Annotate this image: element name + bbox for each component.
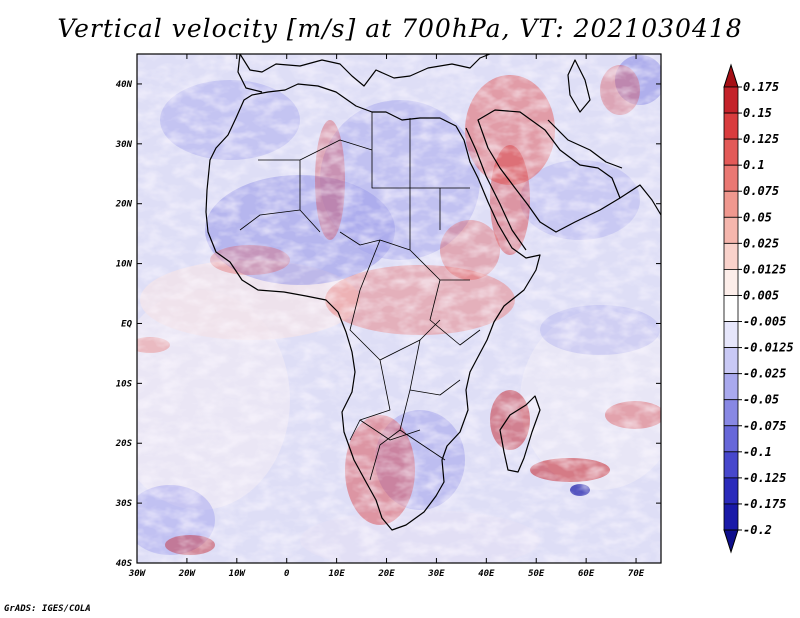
colorbar-swatch — [723, 138, 739, 166]
colorbar-label: 0.05 — [743, 210, 772, 224]
lat-label: EQ — [121, 319, 132, 329]
madagascar-coastline — [499, 395, 541, 473]
colorbar-swatch — [723, 373, 739, 401]
colorbar-label: 0.075 — [743, 184, 779, 198]
lon-label: 10W — [229, 569, 247, 579]
asia-coastline — [619, 184, 661, 216]
colorbar-swatch — [723, 503, 739, 531]
map-title: Vertical velocity [m/s] at 700hPa, VT: 2… — [57, 14, 743, 43]
colorbar-swatch — [723, 164, 739, 192]
caspian-coast — [567, 59, 591, 113]
colorbar-label: 0.0125 — [743, 262, 786, 276]
lon-label: 30E — [427, 569, 445, 579]
lon-label: 0 — [284, 569, 290, 579]
colorbar-label: 0.15 — [743, 106, 772, 120]
longitude-labels: 30W 20W 10W 0 10E 20E 30E 40E 50E 60E 70E — [128, 569, 645, 579]
coastlines — [205, 54, 661, 531]
country-borders — [239, 112, 481, 481]
lat-label: 20S — [115, 439, 133, 449]
europe-coastline — [239, 54, 491, 87]
colorbar-label: -0.075 — [743, 419, 786, 433]
colorbar-label: 0.005 — [743, 288, 779, 302]
colorbar-swatch — [723, 190, 739, 218]
latitude-labels: 40N 30N 20N 10N EQ 10S 20S 30S 40S — [115, 80, 133, 569]
lat-label: 10N — [116, 260, 133, 270]
colorbar-arrow-bottom — [723, 529, 739, 554]
colorbar-swatch — [723, 425, 739, 453]
colorbar-swatch — [723, 477, 739, 505]
colorbar-swatch — [723, 112, 739, 140]
grads-credit: GrADS: IGES/COLA — [4, 604, 91, 614]
lat-label: 20N — [115, 200, 133, 210]
colorbar-label: -0.125 — [743, 471, 786, 485]
colorbar-label: 0.125 — [743, 132, 779, 146]
colorbar: 0.175 0.15 0.125 0.1 0.075 0.05 0.025 0.0125 0.0… — [723, 63, 794, 554]
colorbar-label: -0.025 — [743, 367, 786, 381]
africa-coastline — [205, 83, 541, 531]
lon-label: 70E — [628, 569, 645, 579]
colorbar-swatch — [723, 347, 739, 375]
lat-label: 10S — [116, 379, 133, 389]
colorbar-label: 0.1 — [743, 158, 765, 172]
colorbar-label: -0.0125 — [743, 341, 794, 355]
colorbar-label: 0.025 — [743, 236, 779, 250]
colorbar-swatch — [723, 86, 739, 114]
axis-ticks — [136, 54, 661, 564]
colorbar-swatch — [723, 295, 739, 322]
red-sea-coast — [465, 127, 527, 251]
colorbar-label: -0.1 — [743, 445, 772, 459]
lon-label: 20E — [377, 569, 395, 579]
colorbar-swatch — [723, 269, 739, 296]
lon-label: 40E — [478, 569, 495, 579]
lat-label: 30S — [115, 499, 133, 509]
lat-label: 30N — [115, 140, 133, 150]
colorbar-label: -0.005 — [743, 315, 786, 329]
lat-label: 40N — [116, 80, 133, 90]
colorbar-swatch — [723, 399, 739, 427]
colorbar-swatch — [723, 216, 739, 244]
colorbar-label: 0.175 — [743, 80, 779, 94]
lon-label: 10E — [328, 569, 345, 579]
colorbar-swatch — [723, 242, 739, 270]
lat-label: 40S — [116, 559, 133, 569]
colorbar-label: -0.175 — [743, 497, 786, 511]
velocity-field — [137, 54, 661, 563]
colorbar-swatch — [723, 321, 739, 348]
lon-label: 60E — [578, 569, 595, 579]
colorbar-swatch — [723, 451, 739, 479]
persian-gulf-coast — [547, 119, 623, 169]
arabia-coastline — [477, 109, 621, 233]
lon-label: 50E — [528, 569, 545, 579]
lon-label: 30W — [128, 569, 147, 579]
colorbar-label: -0.05 — [743, 393, 779, 407]
plot-frame — [136, 53, 662, 564]
iberia-coastline — [237, 54, 263, 93]
colorbar-arrow-top — [723, 63, 739, 88]
lon-label: 20W — [178, 569, 197, 579]
colorbar-label: -0.2 — [743, 523, 772, 537]
